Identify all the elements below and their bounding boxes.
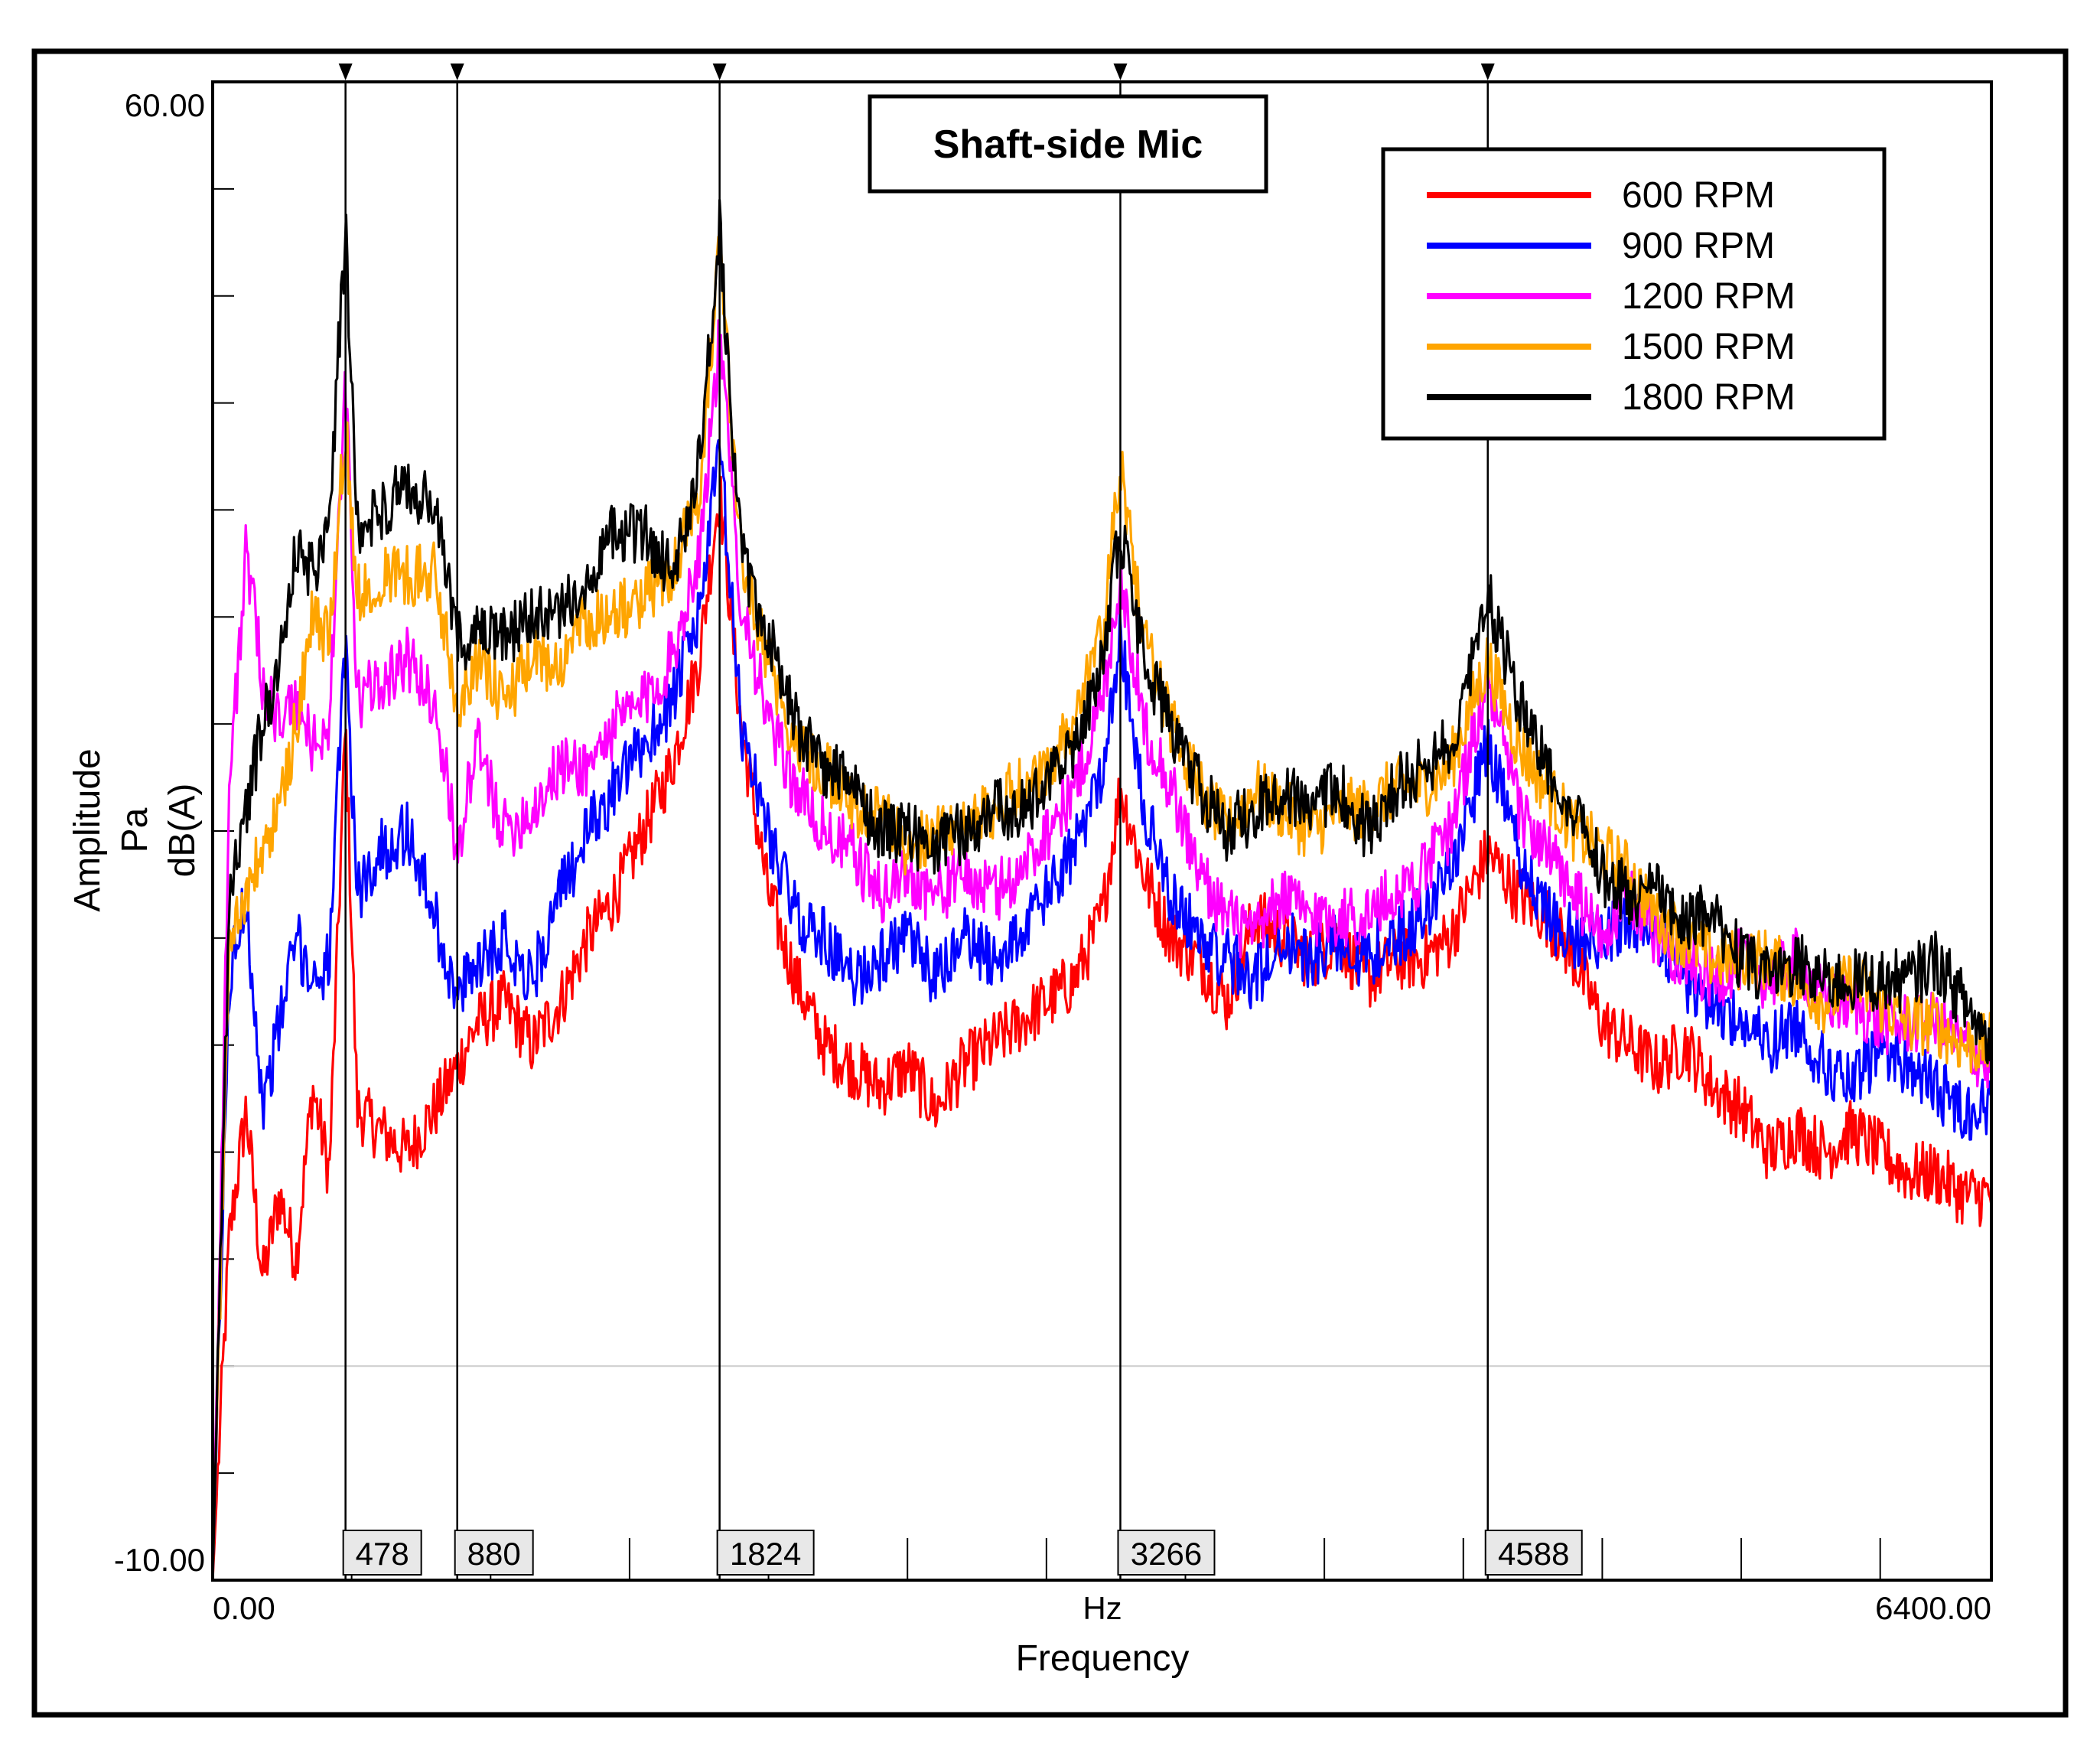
- cursor-marker[interactable]: [338, 64, 353, 80]
- y-axis-label-unit: Pa: [115, 807, 155, 852]
- x-tick-label-left: 0.00: [213, 1590, 275, 1626]
- x-tick-label-right: 6400.00: [1875, 1590, 1991, 1626]
- y-axis-label-scale: dB(A): [162, 784, 203, 878]
- legend-label: 600 RPM: [1622, 175, 1775, 216]
- cursor-label-box: [342, 1530, 422, 1576]
- legend-label: 1500 RPM: [1622, 327, 1796, 367]
- legend-label: 900 RPM: [1622, 226, 1775, 266]
- cursor-label-box: [1117, 1530, 1216, 1576]
- x-axis-unit: Hz: [1083, 1590, 1122, 1626]
- cursor-label: 478: [356, 1536, 409, 1572]
- series-line-1800-rpm: [211, 198, 1993, 1581]
- legend-label: 1200 RPM: [1622, 276, 1796, 317]
- cursor-marker[interactable]: [1113, 64, 1128, 80]
- cursor-label: 880: [467, 1536, 521, 1572]
- series-line-1200-rpm: [211, 319, 1993, 1581]
- cursor-marker[interactable]: [450, 64, 464, 80]
- series-line-600-rpm: [211, 475, 1993, 1581]
- legend-label: 1800 RPM: [1622, 377, 1796, 418]
- series-lines: [211, 198, 1993, 1581]
- axis-ticks: [213, 187, 1991, 1580]
- series-line-900-rpm: [211, 438, 1993, 1581]
- title-box: [868, 94, 1268, 194]
- cursor-label: 4588: [1498, 1536, 1569, 1572]
- cursors: 478 880 1824 3266 4588: [338, 64, 1583, 1580]
- y-tick-label-bottom: -10.00: [114, 1542, 205, 1578]
- legend: 600 RPM 900 RPM 1200 RPM 1500 RPM 1800 RPM: [1427, 175, 1796, 418]
- x-axis-label: Frequency: [1016, 1638, 1190, 1679]
- cursor-label: 1824: [730, 1536, 801, 1572]
- y-tick-label-top: 60.00: [125, 87, 205, 123]
- y-axis-label-amplitude: Amplitude: [67, 748, 108, 911]
- cursor-label-box: [1484, 1530, 1583, 1576]
- cursor-marker[interactable]: [712, 64, 727, 80]
- plot-area-border: [211, 80, 1993, 1582]
- cursor-label-box: [454, 1530, 534, 1576]
- cursor-label: 3266: [1131, 1536, 1202, 1572]
- cursor-label-box: [716, 1530, 815, 1576]
- chart-title: Shaft-side Mic: [933, 122, 1203, 167]
- cursor-marker[interactable]: [1480, 64, 1495, 80]
